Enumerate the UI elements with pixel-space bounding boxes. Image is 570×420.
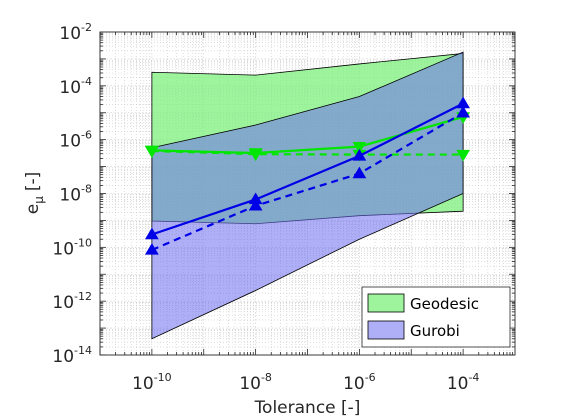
y-tick-label-exponent: -10 bbox=[74, 236, 92, 249]
x-tick-label-base: 10 bbox=[239, 374, 261, 394]
y-tick-label: 10-8 bbox=[59, 183, 92, 206]
legend-swatch-gurobi bbox=[367, 320, 405, 340]
band-gurobi bbox=[151, 51, 464, 340]
y-axis-title-symbol: e bbox=[23, 204, 43, 214]
x-tick-label: 10-4 bbox=[447, 371, 480, 394]
y-tick-label-exponent: -12 bbox=[74, 290, 92, 303]
legend: Geodesic Gurobi bbox=[361, 286, 511, 348]
series-line-4 bbox=[151, 111, 464, 251]
y-tick-label-base: 10 bbox=[59, 78, 81, 98]
tick-label-layer: 10-10 10-8 10-6 10-410-1410-1210-1010-810-6… bbox=[52, 21, 479, 394]
plot-frame bbox=[99, 31, 516, 356]
legend-swatch-geodesic bbox=[367, 293, 405, 313]
x-tick-label: 10-6 bbox=[343, 371, 376, 394]
x-axis-title: Tolerance [-] bbox=[254, 398, 361, 418]
y-axis-title: eμ [-] bbox=[23, 172, 46, 215]
series-marker-2 bbox=[145, 146, 159, 158]
y-tick-label-exponent: -6 bbox=[81, 129, 92, 142]
y-tick-label: 10-10 bbox=[52, 236, 92, 259]
y-tick-label: 10-14 bbox=[52, 344, 92, 367]
y-tick-label-exponent: -4 bbox=[81, 75, 92, 88]
x-tick-label-exponent: -10 bbox=[154, 371, 172, 384]
y-tick-label: 10-6 bbox=[59, 129, 92, 152]
series-line-3 bbox=[151, 102, 464, 236]
x-tick-label-exponent: -8 bbox=[261, 371, 272, 384]
series-marker-3 bbox=[145, 227, 159, 240]
y-tick-label-base: 10 bbox=[52, 293, 74, 313]
y-tick-label-base: 10 bbox=[52, 239, 74, 259]
x-tick-label-base: 10 bbox=[343, 374, 365, 394]
series-marker-4 bbox=[248, 198, 263, 211]
legend-label-geodesic: Geodesic bbox=[410, 295, 479, 313]
series-marker-1 bbox=[352, 141, 367, 154]
y-tick-label: 10-12 bbox=[52, 290, 92, 313]
x-tick-label: 10-8 bbox=[239, 371, 272, 394]
y-tick-label-base: 10 bbox=[59, 186, 81, 206]
y-tick-label-exponent: -8 bbox=[81, 183, 92, 196]
y-tick-label-exponent: -14 bbox=[74, 344, 92, 357]
y-tick-label: 10-2 bbox=[59, 21, 92, 44]
series-marker-4 bbox=[456, 105, 470, 118]
series-layer bbox=[145, 96, 470, 255]
y-tick-label-base: 10 bbox=[59, 132, 81, 152]
y-tick-label-base: 10 bbox=[52, 347, 74, 367]
y-axis-title-subscript: μ bbox=[32, 196, 46, 204]
tick-layer bbox=[99, 32, 515, 356]
x-tick-label-exponent: -6 bbox=[365, 371, 376, 384]
y-tick-label-exponent: -2 bbox=[81, 21, 92, 34]
x-tick-label-exponent: -4 bbox=[468, 371, 479, 384]
svg-text:eμ[-]: eμ [-] bbox=[23, 172, 46, 215]
series-line-2 bbox=[151, 149, 464, 156]
x-tick-label: 10-10 bbox=[132, 371, 172, 394]
legend-label-gurobi: Gurobi bbox=[410, 322, 460, 340]
band-layer bbox=[151, 51, 464, 340]
x-tick-label-base: 10 bbox=[447, 374, 469, 394]
series-marker-4 bbox=[145, 242, 159, 255]
y-tick-label-base: 10 bbox=[59, 24, 81, 44]
y-tick-label: 10-4 bbox=[59, 75, 92, 98]
series-marker-2 bbox=[456, 149, 470, 162]
series-marker-3 bbox=[352, 148, 367, 161]
y-axis-title-unit: [-] bbox=[23, 172, 43, 191]
series-marker-4 bbox=[352, 166, 367, 179]
x-tick-label-base: 10 bbox=[132, 374, 154, 394]
series-marker-2 bbox=[248, 149, 263, 162]
